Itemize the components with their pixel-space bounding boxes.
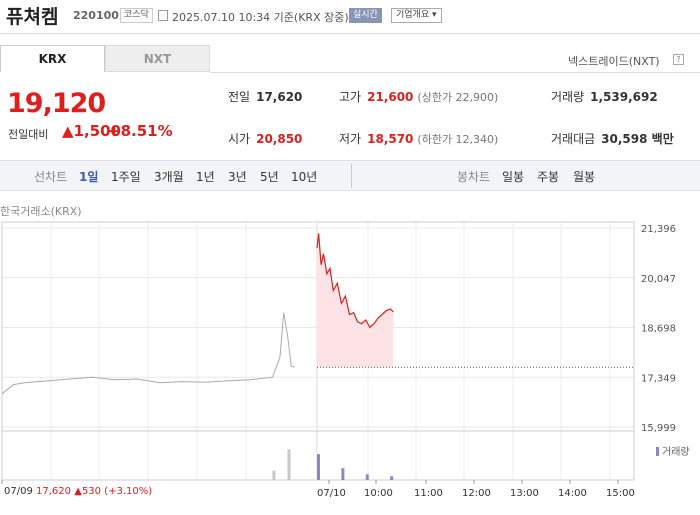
quote-upper-limit: (상한가 22,900) <box>417 91 499 104</box>
y-tick-label: 18,698 <box>641 324 676 335</box>
series-today-area <box>317 233 394 368</box>
period-10y[interactable]: 10년 <box>291 170 318 184</box>
chevron-down-icon: ▾ <box>432 10 437 20</box>
quote-date: 2025.07.10 10:34 기준(KRX 장중) <box>172 11 349 24</box>
quote-high-value: 21,600 <box>367 90 414 104</box>
calendar-icon <box>158 10 168 21</box>
volume-bar <box>365 474 369 480</box>
quote-low: 저가 18,570 (하한가 12,340) <box>339 130 498 147</box>
quote-prev: 전일 17,620 <box>228 88 302 105</box>
volume-legend-label: 거래량 <box>662 447 690 458</box>
current-price: 19,120 <box>7 88 106 119</box>
company-overview-label: 기업개요 <box>396 10 430 20</box>
period-1y[interactable]: 1년 <box>196 170 215 184</box>
period-1d[interactable]: 1일 <box>79 170 99 184</box>
candle-weekly[interactable]: 주봉 <box>537 170 560 184</box>
chart-source: 한국거래소(KRX) <box>0 205 82 218</box>
quote-amount-label: 거래대금 <box>551 132 596 146</box>
y-tick-label: 21,396 <box>641 224 676 235</box>
quote-open: 시가 20,850 <box>228 130 302 147</box>
tab-krx[interactable]: KRX <box>0 45 105 72</box>
x-tick-label: 11:00 <box>414 488 443 499</box>
quote-low-value: 18,570 <box>367 132 414 146</box>
volume-bar <box>341 468 345 480</box>
volume-bar <box>317 454 320 480</box>
volume-bar <box>287 449 291 480</box>
quote-amount-value: 30,598 백만 <box>601 132 674 146</box>
x-tick-label: 10:00 <box>364 488 393 499</box>
quote-open-label: 시가 <box>228 132 251 146</box>
quote-volume-value: 1,539,692 <box>590 90 658 104</box>
series-prev-day-line <box>1 312 296 395</box>
quote-high-label: 고가 <box>339 90 362 104</box>
prev-day-date: 07/09 <box>4 486 33 497</box>
period-1w[interactable]: 1주일 <box>111 170 141 184</box>
x-tick-label: 13:00 <box>510 488 539 499</box>
candle-daily[interactable]: 일봉 <box>502 170 525 184</box>
help-icon[interactable]: ? <box>673 54 684 65</box>
prev-day-price: 17,620 <box>36 486 72 497</box>
quote-low-label: 저가 <box>339 132 362 146</box>
prev-day-change: ▲530 <box>74 486 101 497</box>
tab-divider <box>210 72 700 73</box>
change-label: 전일대비 <box>8 128 49 141</box>
stock-name: 퓨쳐켐 <box>6 6 59 28</box>
series-today-line <box>316 233 394 329</box>
quote-volume-label: 거래량 <box>551 90 585 104</box>
chart-labels: 21,39620,04718,69817,34915,99907/0907/10… <box>317 224 676 499</box>
volume-swatch <box>656 447 659 456</box>
quote-prev-value: 17,620 <box>256 90 303 104</box>
volume-legend: 거래량 <box>656 443 690 458</box>
live-button[interactable]: 실시간 <box>349 8 382 23</box>
y-tick-label: 17,349 <box>641 373 676 384</box>
line-chart-label: 선차트 <box>34 170 68 184</box>
candle-chart-label: 봉차트 <box>457 170 491 184</box>
market-badge: 코스닥 <box>120 8 153 23</box>
bar-divider <box>351 164 352 188</box>
quote-volume: 거래량 1,539,692 <box>551 88 658 105</box>
y-tick-label: 15,999 <box>641 423 676 434</box>
x-tick-label: 14:00 <box>558 488 587 499</box>
tab-nxt[interactable]: NXT <box>105 45 210 72</box>
stock-header: 퓨쳐켐 220100 코스닥 2025.07.10 10:34 기준(KRX 장… <box>0 0 700 34</box>
price-change: ▲1,500 <box>62 122 121 140</box>
quote-high: 고가 21,600 (상한가 22,900) <box>339 88 498 105</box>
x-tick-label: 07/10 <box>317 488 346 499</box>
period-3m[interactable]: 3개월 <box>154 170 184 184</box>
prev-day-summary: 07/09 17,620 ▲530 (+3.10%) <box>4 486 152 497</box>
prev-day-pct: (+3.10%) <box>104 486 153 497</box>
period-3y[interactable]: 3년 <box>228 170 247 184</box>
volume-bar <box>272 470 276 480</box>
volume-bar <box>390 476 394 480</box>
x-tick-label: 15:00 <box>606 488 635 499</box>
y-tick-label: 20,047 <box>641 274 676 285</box>
x-tick-label: 12:00 <box>462 488 491 499</box>
quote-amount: 거래대금 30,598 백만 <box>551 130 674 147</box>
quote-lower-limit: (하한가 12,340) <box>417 133 499 146</box>
quote-open-value: 20,850 <box>256 132 303 146</box>
period-5y[interactable]: 5년 <box>260 170 279 184</box>
quote-prev-label: 전일 <box>228 90 251 104</box>
stock-code: 220100 <box>73 9 119 22</box>
price-change-pct: +8.51% <box>108 122 173 140</box>
nxt-link[interactable]: 넥스트레이드(NXT) <box>568 55 660 68</box>
period-selector-bar: 선차트 1일 1주일 3개월 1년 3년 5년 10년 봉차트 일봉 주봉 월봉 <box>0 160 700 191</box>
candle-monthly[interactable]: 월봉 <box>573 170 596 184</box>
company-overview-dropdown[interactable]: 기업개요 ▾ <box>391 8 442 23</box>
chart-marks <box>1 233 634 480</box>
market-tabs: KRX NXT <box>0 45 210 72</box>
